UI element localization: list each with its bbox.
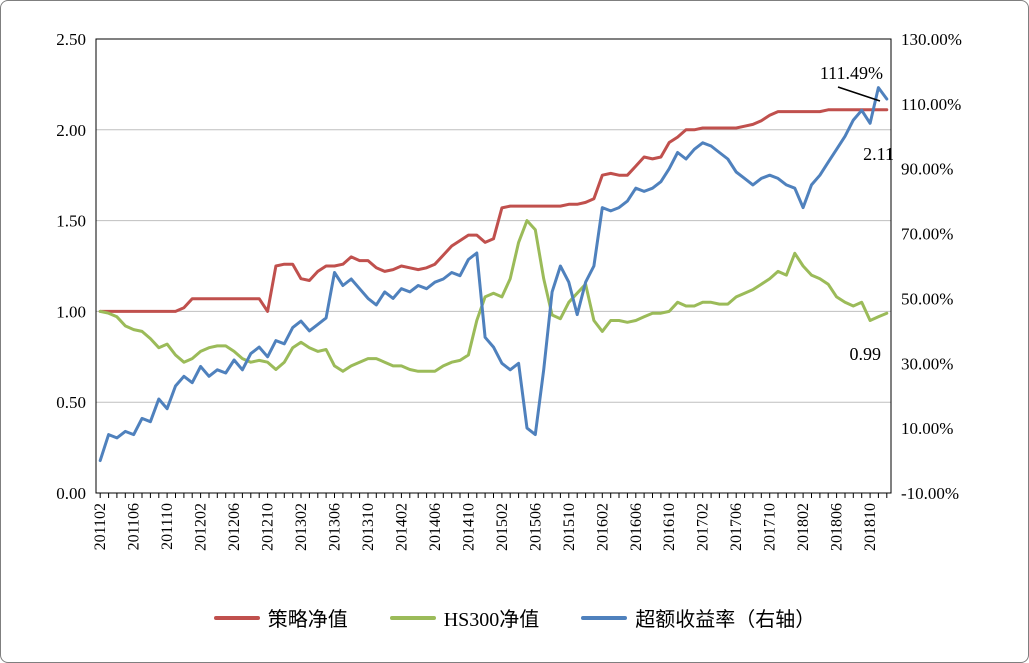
x-axis-tick-label: 201506: [527, 503, 544, 551]
left-axis-tick-label: 2.50: [56, 30, 86, 49]
x-axis-tick-label: 201606: [628, 503, 645, 551]
annotation-leader-line: [837, 86, 881, 102]
legend-swatch-strategy-nav: [213, 615, 260, 620]
left-axis-tick-label: 2.00: [56, 121, 86, 140]
legend-label-excess-return: 超额收益率（右轴）: [635, 609, 816, 631]
legend-item-strategy-nav: 策略净值: [213, 603, 348, 632]
x-axis-tick-label: 201110: [159, 503, 176, 550]
left-axis-tick-label: 1.00: [56, 302, 86, 321]
chart-plot-area: 0.00 0.50 1.00 1.50 2.00 2.50 -10.00% 10.00% 30.…: [56, 30, 962, 551]
x-axis-tick-label: 201610: [661, 503, 678, 551]
annotation-strategy-final: 2.11: [863, 144, 894, 164]
x-axis-tick-label: 201806: [829, 503, 846, 551]
series-line: [98, 86, 889, 463]
x-axis-tick-label: 201402: [393, 503, 410, 551]
x-axis-tick-label: 201206: [226, 503, 243, 551]
legend-swatch-hs300-nav: [389, 615, 436, 620]
x-axis-tick-label: 201310: [360, 503, 377, 551]
legend-label-hs300-nav: HS300净值: [443, 609, 540, 631]
left-axis-tick-label: 0.50: [56, 393, 86, 412]
legend-swatch-excess-return: [581, 615, 628, 620]
x-axis-tick-label: 201406: [427, 503, 444, 551]
x-axis-tick-label: 201502: [494, 503, 511, 551]
x-axis-tick-label: 201202: [193, 503, 210, 551]
x-axis-tick-label: 201802: [795, 503, 812, 551]
annotation-hs300-final: 0.99: [850, 344, 882, 364]
right-axis-tick-label: 30.00%: [901, 354, 953, 373]
x-axis-tick-label: 201306: [327, 503, 344, 551]
series-line: [98, 108, 889, 313]
legend-label-strategy-nav: 策略净值: [267, 609, 348, 631]
legend-item-excess-return: 超额收益率（右轴）: [581, 603, 815, 632]
right-axis-tick-label: 50.00%: [901, 289, 953, 308]
x-axis-tick-label: 201706: [728, 503, 745, 551]
x-axis-tick-label: 201810: [862, 503, 879, 551]
legend-item-hs300-nav: HS300净值: [389, 603, 540, 632]
right-axis-tick-label: 90.00%: [901, 160, 953, 179]
x-axis-tick-label: 201602: [594, 503, 611, 551]
right-axis-tick-label: -10.00%: [901, 484, 959, 503]
annotation-excess-return-final: 111.49%: [820, 63, 883, 83]
right-axis-tick-label: 70.00%: [901, 225, 953, 244]
left-axis-tick-label: 1.50: [56, 212, 86, 231]
right-axis-tick-label: 130.00%: [901, 30, 962, 49]
left-axis-tick-label: 0.00: [56, 484, 86, 503]
right-axis-tick-label: 110.00%: [901, 95, 961, 114]
x-axis-tick-label: 201710: [762, 503, 779, 551]
x-axis-tick-label: 201106: [126, 503, 143, 550]
x-axis-tick-label: 201302: [293, 503, 310, 551]
series-line: [98, 219, 889, 373]
right-axis-tick-label: 10.00%: [901, 419, 953, 438]
x-axis-tick-label: 201510: [561, 503, 578, 551]
x-axis-tick-label: 201210: [260, 503, 277, 551]
x-axis-tick-label: 201410: [460, 503, 477, 551]
chart-legend: 策略净值 HS300净值 超额收益率（右轴）: [1, 603, 1028, 632]
x-axis-tick-label: 201702: [695, 503, 712, 551]
x-axis-tick-label: 201102: [92, 503, 109, 550]
